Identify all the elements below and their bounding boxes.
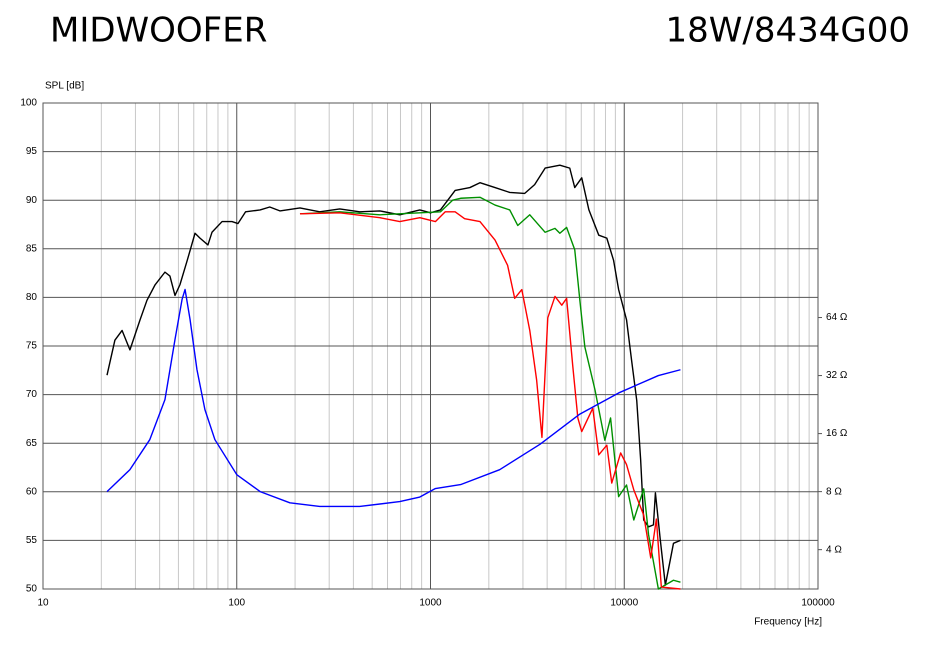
y-tick-label: 95 bbox=[26, 146, 38, 157]
chart-title: MIDWOOFER bbox=[50, 11, 267, 51]
series-line bbox=[299, 196, 681, 590]
y-tick-label: 50 bbox=[26, 584, 38, 595]
y2-tick-label: 4 Ω bbox=[826, 544, 842, 555]
x-axis-label: Frequency [Hz] bbox=[754, 617, 822, 628]
series-line bbox=[299, 211, 681, 590]
series-line bbox=[106, 288, 681, 508]
y2-tick-label: 8 Ω bbox=[826, 486, 842, 497]
y-tick-label: 80 bbox=[26, 292, 38, 303]
x-tick-label: 100000 bbox=[801, 598, 835, 609]
series-line bbox=[106, 164, 681, 586]
y-tick-label: 100 bbox=[20, 98, 37, 109]
y-tick-label: 65 bbox=[26, 438, 38, 449]
y-tick-label: 55 bbox=[26, 535, 38, 546]
y-tick-label: 85 bbox=[26, 243, 38, 254]
x-tick-label: 10000 bbox=[610, 598, 638, 609]
y-tick-label: 60 bbox=[26, 486, 38, 497]
plot-frame bbox=[42, 102, 819, 590]
x-tick-label: 1000 bbox=[419, 598, 442, 609]
x-tick-label: 10 bbox=[37, 598, 49, 609]
y2-tick-label: 64 Ω bbox=[826, 312, 848, 323]
y-axis-label: SPL [dB] bbox=[45, 81, 84, 92]
y-tick-label: 70 bbox=[26, 389, 38, 400]
x-tick-label: 100 bbox=[228, 598, 245, 609]
y-tick-label: 75 bbox=[26, 341, 38, 352]
y-tick-label: 90 bbox=[26, 195, 38, 206]
y2-tick-label: 32 Ω bbox=[826, 370, 848, 381]
chart-subtitle: 18W/8434G00 bbox=[666, 11, 910, 51]
y2-tick-label: 16 Ω bbox=[826, 428, 848, 439]
